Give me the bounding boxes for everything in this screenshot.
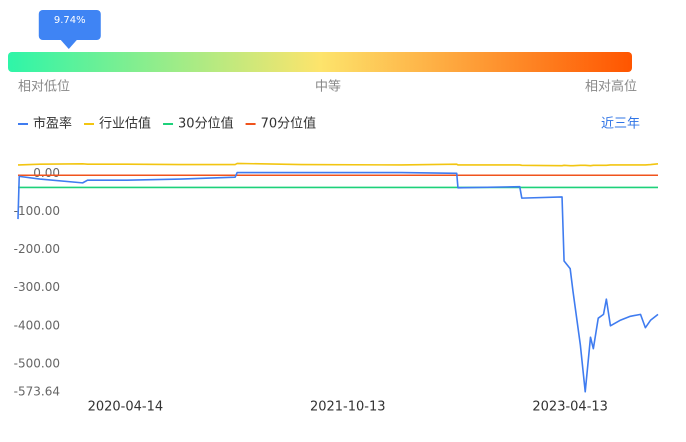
legend-label: 70分位值: [261, 116, 317, 132]
y-tick-label: -500.00: [14, 356, 60, 370]
y-tick-label: -300.00: [14, 280, 60, 294]
x-tick-label: 2021-10-13: [310, 400, 386, 415]
x-tick-label: 2020-04-14: [88, 400, 164, 415]
legend-label: 行业估值: [99, 116, 151, 132]
legend-label: 市盈率: [33, 116, 72, 132]
y-tick-label: -573.64: [14, 385, 60, 399]
series-line: [17, 171, 659, 393]
y-tick-label: -100.00: [14, 204, 60, 218]
gauge-marker: 9.74%: [38, 10, 101, 49]
legend-label: 30分位值: [178, 116, 234, 132]
marker-label: 9.74%: [54, 15, 86, 26]
y-tick-label: -200.00: [14, 242, 60, 256]
x-tick-label: 2023-04-13: [532, 400, 608, 415]
series-line: [18, 162, 659, 167]
gauge-label: 相对高位: [585, 79, 637, 95]
marker-box: [38, 10, 101, 40]
y-tick-label: -400.00: [14, 318, 60, 332]
range-link[interactable]: 近三年: [601, 117, 640, 132]
marker-tip: [60, 40, 77, 49]
gauge-bar: [8, 52, 632, 72]
y-tick-label: 0.00: [33, 166, 60, 180]
gauge-label: 中等: [315, 79, 341, 95]
gauge-label: 相对低位: [18, 80, 70, 95]
